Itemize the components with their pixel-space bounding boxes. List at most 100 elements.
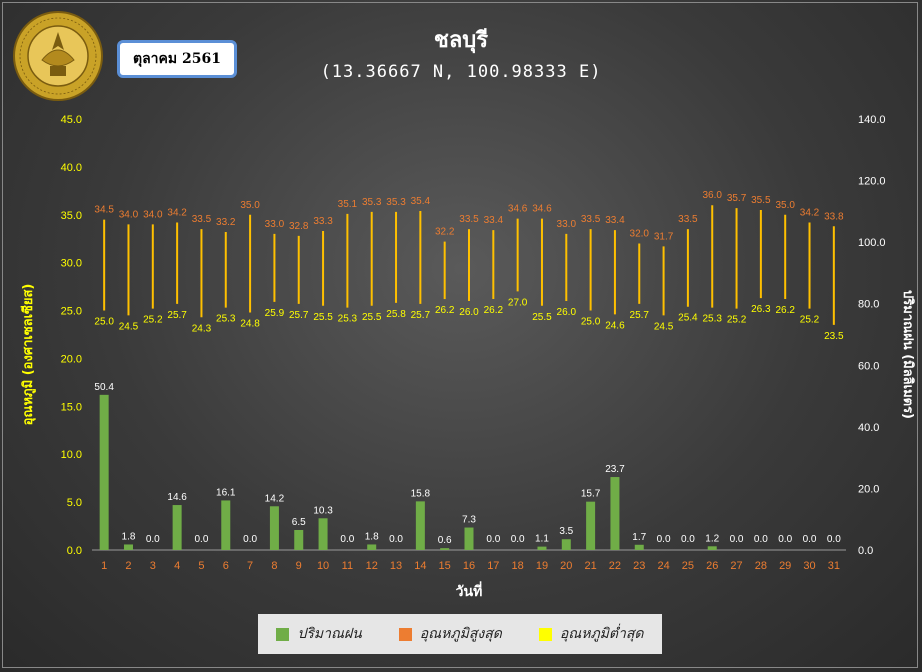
min-temp-label: 25.7 [411,310,431,321]
min-temp-label: 25.5 [362,312,382,323]
min-temp-label: 25.3 [338,314,358,325]
x-tick-label: 31 [828,560,840,572]
rain-bar [415,501,425,550]
min-temp-label: 25.5 [532,312,552,323]
rain-data-label: 15.8 [411,488,431,499]
x-tick-label: 16 [463,560,475,572]
rain-bar [707,546,717,550]
min-temp-label: 25.3 [216,314,236,325]
min-temp-label: 25.5 [313,312,333,323]
min-temp-label: 26.2 [484,305,504,316]
min-temp-label: 25.0 [94,317,114,328]
rain-data-label: 3.5 [559,526,573,537]
rain-bar [537,546,547,550]
legend-label-rain: ปริมาณฝน [297,626,362,642]
max-temp-label: 36.0 [702,190,722,201]
y-left-tick-label: 35.0 [61,210,82,222]
y-left-tick-label: 40.0 [61,162,82,174]
max-temp-label: 32.8 [289,221,309,232]
rain-data-label: 0.0 [754,534,768,545]
rain-data-label: 10.3 [313,505,333,516]
min-temp-label: 25.7 [167,310,187,321]
min-temp-label: 25.7 [630,310,650,321]
legend-item-max: อุณหภูมิสูงสุด [398,623,502,645]
min-temp-label: 24.5 [654,321,674,332]
min-temp-label: 25.2 [727,315,747,326]
x-tick-label: 18 [512,560,524,572]
min-temp-label: 24.8 [240,318,260,329]
max-temp-label: 35.3 [362,197,382,208]
y-right-tick-label: 80.0 [858,299,879,311]
rain-bar [367,544,377,550]
x-tick-label: 2 [125,560,131,572]
max-temp-label: 34.5 [94,205,114,216]
y-right-tick-label: 0.0 [858,545,873,557]
min-temp-label: 25.3 [702,314,722,325]
rain-data-label: 0.0 [146,534,160,545]
x-tick-label: 21 [584,560,596,572]
rain-bar [221,500,231,550]
min-temp-label: 26.3 [751,304,771,315]
rain-bar [269,506,279,550]
rain-data-label: 0.0 [340,534,354,545]
rain-data-label: 0.0 [194,534,208,545]
x-tick-label: 10 [317,560,329,572]
x-tick-label: 11 [342,560,353,572]
rain-data-label: 1.1 [535,534,549,545]
max-temp-label: 32.0 [630,229,650,240]
max-temp-label: 34.2 [167,207,187,218]
rain-bar [172,505,182,550]
min-temp-label: 25.2 [143,315,163,326]
max-temp-label: 33.4 [484,215,504,226]
min-temp-label: 25.0 [581,317,601,328]
max-temp-label: 35.7 [727,193,747,204]
x-tick-label: 23 [633,560,645,572]
min-temp-label: 26.2 [435,305,455,316]
rain-data-label: 14.6 [167,492,187,503]
x-tick-label: 6 [223,560,229,572]
y-right-tick-label: 40.0 [858,422,879,434]
max-temp-label: 33.5 [678,214,698,225]
y-left-tick-label: 30.0 [61,258,82,270]
x-tick-label: 17 [487,560,499,572]
max-temp-label: 33.4 [605,215,625,226]
rain-data-label: 0.0 [730,534,744,545]
max-temp-label: 34.6 [508,204,528,215]
rain-data-label: 14.2 [265,493,285,504]
rain-bar [440,548,450,550]
max-temp-label: 35.3 [386,197,406,208]
max-temp-label: 33.0 [265,219,285,230]
min-temp-label: 24.6 [605,320,625,331]
legend-label-min: อุณหภูมิต่ำสุด [559,626,644,642]
rain-data-label: 16.1 [216,487,236,498]
rain-bar [123,544,133,550]
max-temp-label: 33.3 [313,216,333,227]
x-tick-label: 19 [536,560,548,572]
rain-data-label: 1.8 [122,531,136,542]
max-temp-label: 32.2 [435,227,455,238]
max-temp-label: 35.5 [751,195,771,206]
rain-bar [318,518,328,550]
rain-data-label: 1.2 [705,533,719,544]
y-right-tick-label: 60.0 [858,360,879,372]
max-temp-label: 33.2 [216,217,236,228]
x-tick-label: 24 [657,560,669,572]
y-right-tick-label: 120.0 [858,176,886,188]
min-temp-label: 24.3 [192,323,212,334]
x-tick-label: 13 [390,560,402,572]
legend-swatch-min [538,627,552,641]
x-tick-label: 12 [366,560,378,572]
y-left-tick-label: 5.0 [67,497,82,509]
chart-subtitle-coordinates: (13.36667 N, 100.98333 E) [320,62,602,82]
rain-data-label: 0.0 [778,534,792,545]
rain-data-label: 0.6 [438,535,452,546]
y-left-tick-label: 15.0 [61,401,82,413]
max-temp-label: 34.2 [800,207,820,218]
x-tick-label: 29 [779,560,791,572]
legend-swatch-rain [276,627,290,641]
rain-bar [464,527,474,550]
y-left-tick-label: 25.0 [61,306,82,318]
y-left-tick-label: 20.0 [61,353,82,365]
min-temp-label: 25.4 [678,313,698,324]
